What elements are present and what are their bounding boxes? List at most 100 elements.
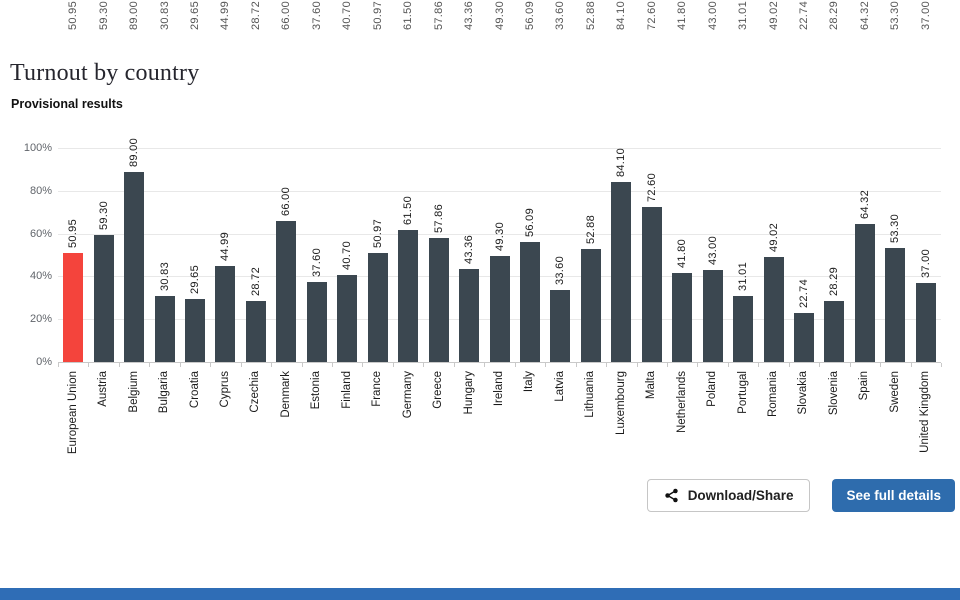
bar-value-label: 37.00 — [919, 248, 932, 278]
bar-estonia[interactable] — [306, 281, 327, 362]
bar-value-label: 37.60 — [310, 247, 323, 277]
x-axis-label: Lithuania — [584, 371, 597, 418]
x-axis-tick — [423, 363, 425, 367]
share-icon — [664, 488, 679, 503]
x-axis-label: Netherlands — [675, 371, 688, 434]
x-axis-tick — [727, 363, 729, 367]
bar-greece[interactable] — [428, 238, 449, 362]
y-axis-tick-label: 40% — [29, 270, 52, 283]
bar-hungary[interactable] — [459, 269, 480, 362]
x-axis-tick — [941, 363, 942, 367]
x-axis-label: Belgium — [127, 371, 140, 413]
bar-value-label: 72.60 — [645, 172, 658, 202]
x-axis-label: Slovakia — [797, 371, 810, 415]
x-axis-tick — [636, 363, 638, 367]
x-axis-label: United Kingdom — [919, 371, 932, 453]
bar-value-label: 64.32 — [858, 190, 871, 220]
x-axis-label: Austria — [97, 371, 110, 407]
gridline — [58, 190, 941, 192]
page-title: Turnout by country — [10, 60, 200, 86]
x-axis-tick — [666, 363, 668, 367]
bar-slovakia[interactable] — [793, 313, 814, 362]
bar-ireland[interactable] — [489, 256, 510, 362]
bar-value-label: 22.74 — [797, 279, 810, 309]
bar-value-label: 84.10 — [615, 148, 628, 178]
gridline — [58, 233, 941, 235]
x-axis-label: Poland — [706, 371, 719, 407]
see-full-details-button[interactable]: See full details — [832, 479, 955, 512]
bar-belgium[interactable] — [124, 171, 145, 362]
bar-france[interactable] — [367, 252, 388, 362]
x-axis-label: Sweden — [888, 371, 901, 413]
x-axis-label: France — [371, 371, 384, 407]
bar-value-label: 89.00 — [128, 137, 141, 167]
bar-value-label: 56.09 — [523, 207, 536, 237]
x-axis-label: Greece — [432, 371, 445, 409]
bar-netherlands[interactable] — [672, 272, 693, 362]
bar-value-label: 61.50 — [402, 196, 415, 226]
x-axis-tick — [210, 363, 212, 367]
bar-bulgaria[interactable] — [154, 296, 175, 362]
bar-denmark[interactable] — [276, 220, 297, 362]
x-axis-tick — [179, 363, 181, 367]
bar-italy[interactable] — [519, 241, 540, 362]
bar-malta[interactable] — [641, 206, 662, 362]
bar-sweden[interactable] — [885, 247, 906, 362]
bar-value-label: 30.83 — [158, 262, 171, 292]
y-axis-tick-label: 80% — [29, 184, 52, 197]
bar-value-label: 50.97 — [371, 218, 384, 248]
bar-croatia[interactable] — [185, 298, 206, 362]
x-axis-tick — [149, 363, 151, 367]
x-axis-label: Romania — [767, 371, 780, 418]
download-share-button[interactable]: Download/Share — [646, 479, 811, 512]
page-subtitle: Provisional results — [11, 97, 123, 111]
bar-poland[interactable] — [702, 269, 723, 362]
gridline — [58, 148, 941, 149]
bar-value-label: 49.02 — [767, 223, 780, 253]
bar-luxembourg[interactable] — [611, 182, 632, 362]
bar-romania[interactable] — [763, 257, 784, 362]
x-axis-label: Czechia — [249, 371, 262, 413]
x-axis-label: Germany — [401, 371, 414, 419]
x-axis-tick — [788, 363, 790, 367]
x-axis-label: Bulgaria — [158, 371, 171, 414]
bar-value-label: 43.00 — [706, 235, 719, 265]
x-axis-label: Ireland — [493, 371, 505, 407]
bar-value-label: 57.86 — [432, 204, 445, 234]
x-axis-tick — [88, 363, 90, 367]
bar-germany[interactable] — [398, 230, 419, 362]
bar-value-label: 28.29 — [828, 267, 841, 297]
x-axis-label: Italy — [523, 371, 536, 393]
bar-value-label: 29.65 — [189, 264, 202, 294]
x-axis-label: European Union — [66, 371, 79, 455]
bar-value-label: 40.70 — [341, 240, 354, 270]
y-axis-tick-label: 100% — [23, 142, 52, 154]
x-axis-label: Hungary — [462, 371, 475, 415]
bar-value-label: 53.30 — [889, 213, 902, 243]
bar-austria[interactable] — [93, 235, 114, 362]
x-axis-tick — [392, 363, 394, 367]
x-axis-label: Estonia — [310, 371, 323, 410]
bar-united-kingdom[interactable] — [915, 282, 936, 362]
bar-value-label: 33.60 — [554, 256, 567, 286]
y-axis-tick-label: 60% — [29, 227, 52, 240]
y-axis-tick-label: 0% — [36, 356, 52, 368]
bar-portugal[interactable] — [733, 295, 754, 362]
x-axis-label: Slovenia — [827, 371, 840, 416]
bar-value-label: 49.30 — [493, 222, 506, 252]
x-axis-tick — [910, 363, 912, 367]
x-axis-tick — [58, 363, 59, 367]
bar-lithuania[interactable] — [580, 248, 601, 362]
bar-slovenia[interactable] — [824, 301, 845, 362]
bar-finland[interactable] — [337, 274, 358, 362]
bar-european-union[interactable] — [63, 252, 84, 362]
bar-czechia[interactable] — [245, 300, 266, 362]
bar-latvia[interactable] — [550, 290, 571, 362]
x-axis-tick — [362, 363, 364, 367]
bar-value-label: 50.95 — [67, 218, 80, 248]
x-axis-tick — [332, 363, 334, 367]
bar-spain[interactable] — [854, 224, 875, 362]
bar-cyprus[interactable] — [215, 265, 236, 362]
